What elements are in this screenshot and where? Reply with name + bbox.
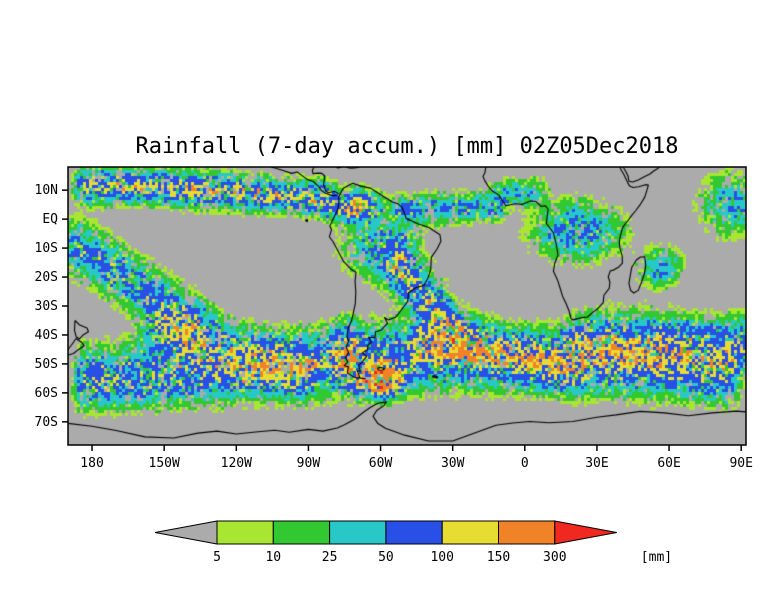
x-axis-tick-label: 90W <box>297 456 321 471</box>
y-axis-tick-label: 70S <box>35 415 58 430</box>
colorbar-label: 10 <box>265 550 281 565</box>
y-axis-tick-label: 60S <box>35 386 58 401</box>
colorbar-bin <box>216 520 274 545</box>
x-axis-tick-label: 30E <box>585 456 608 471</box>
x-axis-tick-label: 120W <box>221 456 252 471</box>
colorbar-label: 50 <box>378 550 394 565</box>
colorbar-bin <box>329 520 387 545</box>
colorbar-label: 25 <box>322 550 338 565</box>
x-axis-tick-label: 90E <box>729 456 752 471</box>
colorbar-label: 5 <box>213 550 221 565</box>
colorbar-bin <box>498 520 556 545</box>
colorbar-label: 100 <box>430 550 453 565</box>
colorbar-arrow-left <box>154 520 218 545</box>
colorbar-label: 150 <box>487 550 510 565</box>
y-axis-tick-label: 40S <box>35 328 58 343</box>
y-axis-tick-label: 10S <box>35 241 58 256</box>
colorbar-units-label: [mm] <box>641 550 672 565</box>
x-axis-tick-label: 60W <box>369 456 393 471</box>
colorbar-label: 300 <box>543 550 566 565</box>
y-axis-tick-label: 30S <box>35 299 58 314</box>
x-axis-tick-label: 150W <box>149 456 180 471</box>
colorbar-arrow-right <box>554 520 617 545</box>
chart-title: Rainfall (7-day accum.) [mm] 02Z05Dec201… <box>135 134 679 159</box>
colorbar-bin <box>272 520 331 545</box>
map-canvas <box>68 167 746 445</box>
y-axis-tick-label: 50S <box>35 357 58 372</box>
x-axis-tick-label: 0 <box>521 456 529 471</box>
y-axis-tick-label: 20S <box>35 270 58 285</box>
y-axis-tick-label: EQ <box>42 212 58 227</box>
colorbar-bin <box>385 520 443 545</box>
x-axis-tick-label: 30W <box>441 456 465 471</box>
x-axis-tick-label: 180 <box>80 456 103 471</box>
y-axis-tick-label: 10N <box>35 183 58 198</box>
x-axis-tick-label: 60E <box>657 456 680 471</box>
colorbar-bin <box>441 520 500 545</box>
